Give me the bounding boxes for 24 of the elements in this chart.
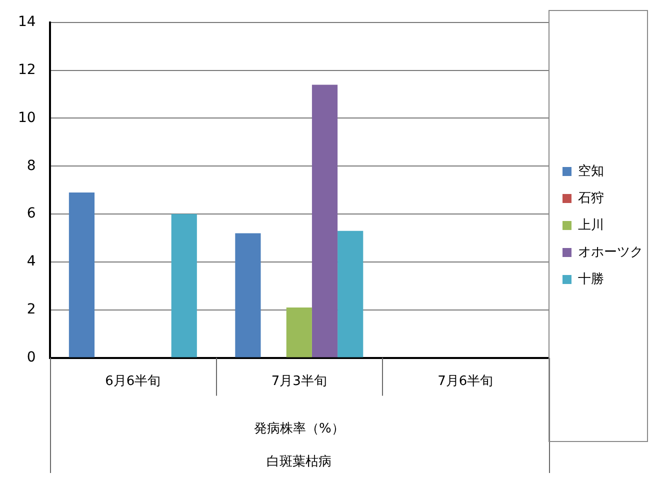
legend-label: 空知 bbox=[578, 164, 604, 179]
y-tick-label: 6 bbox=[26, 206, 36, 222]
legend-label: 石狩 bbox=[578, 190, 604, 206]
x-axis-title: 発病株率（%） bbox=[254, 420, 344, 437]
bar bbox=[286, 307, 312, 358]
x-tick-label: 6月6半旬 bbox=[105, 374, 161, 389]
y-tick-label: 12 bbox=[18, 62, 36, 78]
bar bbox=[68, 192, 95, 358]
x-tick-label: 7月6半旬 bbox=[438, 374, 494, 389]
bar bbox=[235, 233, 261, 358]
y-tick-label: 8 bbox=[26, 158, 36, 174]
y-tick-label: 2 bbox=[26, 302, 36, 318]
y-tick-label: 14 bbox=[18, 14, 36, 30]
legend-label: 上川 bbox=[578, 218, 604, 233]
text: 白斑葉枯病 bbox=[266, 454, 332, 470]
bar bbox=[312, 84, 338, 358]
legend-label: 十勝 bbox=[578, 272, 604, 287]
bar bbox=[171, 214, 197, 358]
y-tick-label: 4 bbox=[26, 254, 36, 270]
x-tick-label: 7月3半旬 bbox=[271, 374, 327, 389]
bar bbox=[338, 230, 364, 358]
legend-label: オホーツク bbox=[578, 244, 643, 260]
y-tick-label: 0 bbox=[26, 349, 36, 366]
y-tick-label: 10 bbox=[18, 110, 36, 126]
